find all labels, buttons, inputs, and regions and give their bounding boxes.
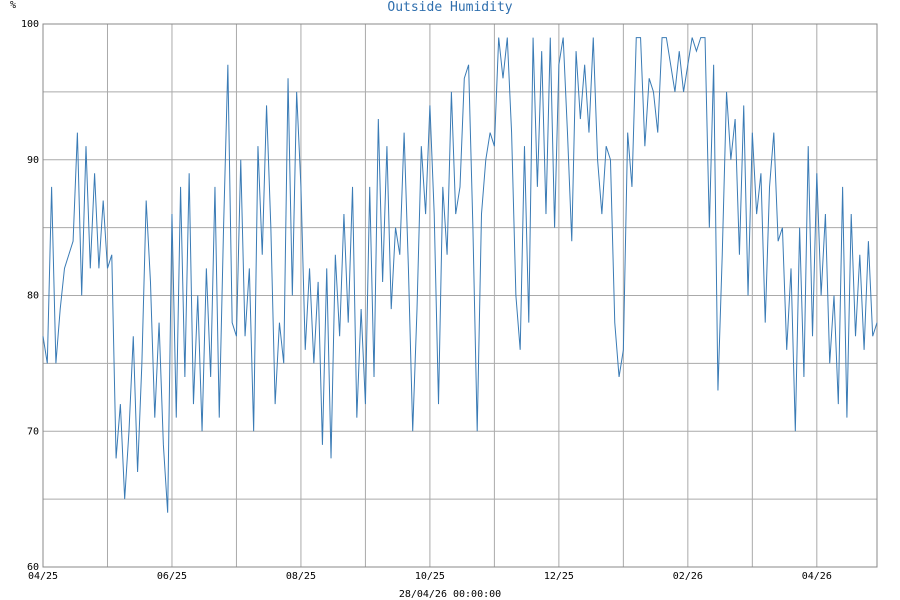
y-tick-label: 80 <box>27 291 39 302</box>
x-tick-label: 06/25 <box>157 571 187 582</box>
x-tick-label: 04/26 <box>802 571 832 582</box>
chart-title: Outside Humidity <box>387 0 512 15</box>
data-line <box>42 37 878 513</box>
y-tick-label: 60 <box>27 562 39 573</box>
plot-border <box>42 23 878 568</box>
y-tick-label: 70 <box>27 426 39 437</box>
x-tick-label: 10/25 <box>415 571 445 582</box>
x-tick-label: 04/25 <box>28 571 58 582</box>
footer: 28/04/26 00:00:00 <box>399 589 501 600</box>
x-tick-label: 12/25 <box>544 571 574 582</box>
y-unit-label: % <box>10 0 16 11</box>
x-tick-label: 02/26 <box>673 571 703 582</box>
y-tick-label: 90 <box>27 155 39 166</box>
y-tick-label: 100 <box>21 19 39 30</box>
x-tick-label: 08/25 <box>286 571 316 582</box>
